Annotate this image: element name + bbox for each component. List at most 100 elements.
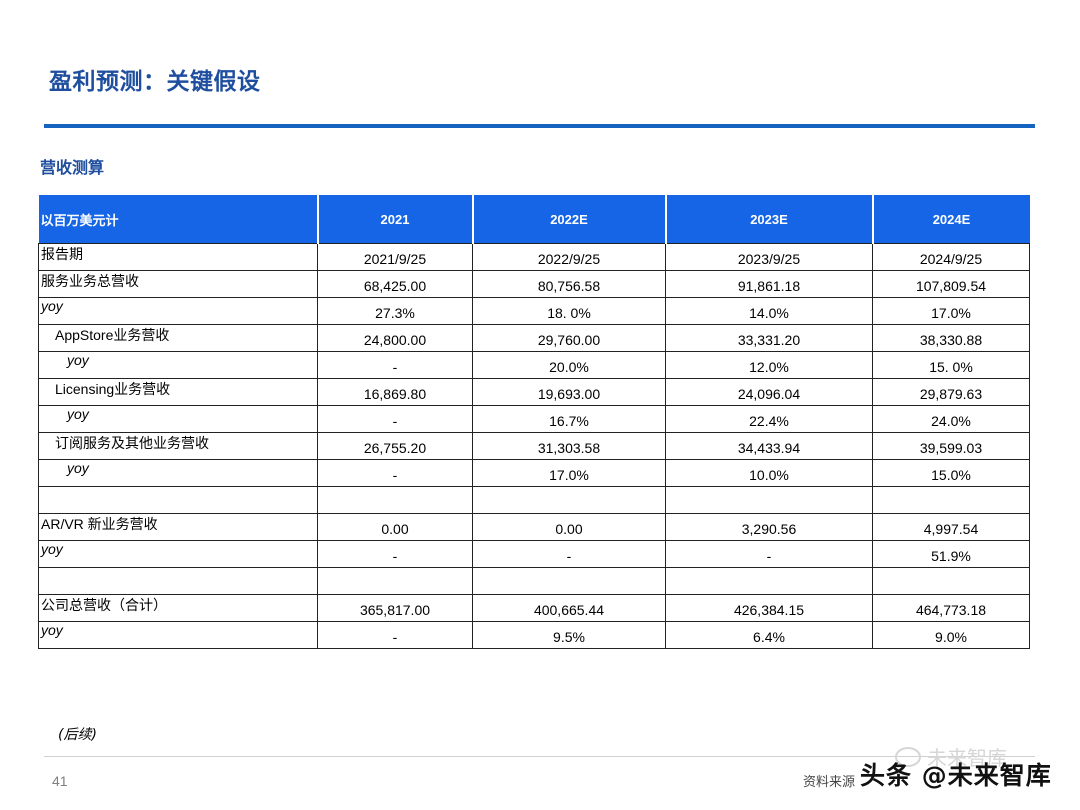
row-label: yoy	[38, 459, 318, 487]
row-label: 订阅服务及其他业务营收	[38, 432, 318, 460]
table-row: AppStore业务营收 24,800.00 29,760.00 33,331.20 3…	[38, 324, 1030, 352]
table-cell: 91,861.18	[665, 270, 873, 298]
table-cell	[665, 567, 873, 595]
table-cell: 2022/9/25	[472, 243, 666, 271]
table-cell: 9.5%	[472, 621, 666, 649]
table-cell: 426,384.15	[665, 594, 873, 622]
table-cell: 24,096.04	[665, 378, 873, 406]
table-row: yoy -16.7% 22.4% 24.0%	[38, 405, 1030, 433]
table-row: yoy -9.5% 6.4% 9.0%	[38, 621, 1030, 649]
table-cell: -	[317, 405, 473, 433]
page-title: 盈利预测：关键假设	[49, 69, 261, 95]
row-label: 服务业务总营收	[38, 270, 318, 298]
column-header: 2024E	[871, 195, 1030, 244]
watermark-bottom: 头条 @未来智库	[860, 761, 1052, 790]
table-cell: 31,303.58	[472, 432, 666, 460]
table-cell: 0.00	[317, 513, 473, 541]
table-header-row: 以百万美元计 2021 2022E 2023E 2024E	[38, 195, 1030, 244]
table-cell: -	[665, 540, 873, 568]
table-cell: 51.9%	[872, 540, 1030, 568]
section-title: 营收测算	[40, 158, 105, 177]
table-cell: 27.3%	[317, 297, 473, 325]
table-row	[38, 486, 1030, 514]
table-cell: 34,433.94	[665, 432, 873, 460]
source-note: 资料来源	[803, 775, 856, 790]
title-divider	[44, 124, 1035, 128]
table-cell	[665, 486, 873, 514]
table-cell: 24,800.00	[317, 324, 473, 352]
table-cell	[317, 486, 473, 514]
column-header: 以百万美元计	[38, 195, 318, 244]
table-cell: 17.0%	[872, 297, 1030, 325]
table-cell: 4,997.54	[872, 513, 1030, 541]
table-cell: 15.0%	[872, 459, 1030, 487]
table-cell: 2021/9/25	[317, 243, 473, 271]
table-row: yoy -17.0% 10.0% 15.0%	[38, 459, 1030, 487]
table-cell: 17.0%	[472, 459, 666, 487]
table-row: 服务业务总营收 68,425.00 80,756.58 91,861.18 107,80…	[38, 270, 1030, 298]
row-label: Licensing业务营收	[38, 378, 318, 406]
table-cell: 0.00	[472, 513, 666, 541]
table-cell	[317, 567, 473, 595]
column-header: 2022E	[471, 195, 666, 244]
table-cell: 68,425.00	[317, 270, 473, 298]
table-cell: 16.7%	[472, 405, 666, 433]
column-header: 2023E	[664, 195, 873, 244]
revenue-table: 以百万美元计 2021 2022E 2023E 2024E 报告期 2021/9/…	[38, 195, 1030, 649]
table-row: yoy -20.0% 12.0% 15. 0%	[38, 351, 1030, 379]
table-cell	[472, 567, 666, 595]
table-cell: -	[472, 540, 666, 568]
table-cell: 15. 0%	[872, 351, 1030, 379]
page-number: 41	[52, 773, 68, 789]
wechat-icon	[895, 746, 921, 767]
table-cell	[872, 567, 1030, 595]
table-row	[38, 567, 1030, 595]
table-cell: 22.4%	[665, 405, 873, 433]
footer-divider	[44, 756, 1035, 757]
watermark-top-text: 未来智库	[927, 746, 1007, 770]
table-cell: 38,330.88	[872, 324, 1030, 352]
table-cell: 3,290.56	[665, 513, 873, 541]
table-cell: 29,760.00	[472, 324, 666, 352]
table-cell: 14.0%	[665, 297, 873, 325]
table-cell: 464,773.18	[872, 594, 1030, 622]
table-row: Licensing业务营收 16,869.80 19,693.00 24,096.04…	[38, 378, 1030, 406]
table-cell: 80,756.58	[472, 270, 666, 298]
table-cell: 26,755.20	[317, 432, 473, 460]
table-cell	[472, 486, 666, 514]
row-label: yoy	[38, 621, 318, 649]
continued-note: (后续)	[58, 727, 97, 743]
row-label	[38, 486, 318, 514]
row-label: AR/VR 新业务营收	[38, 513, 318, 541]
table-cell: 10.0%	[665, 459, 873, 487]
table-cell: 2023/9/25	[665, 243, 873, 271]
row-label: 公司总营收（合计）	[38, 594, 318, 622]
table-cell: 365,817.00	[317, 594, 473, 622]
table-cell: 12.0%	[665, 351, 873, 379]
table-row: 订阅服务及其他业务营收 26,755.20 31,303.58 34,433.94 39…	[38, 432, 1030, 460]
column-header: 2021	[316, 195, 473, 244]
table-cell: 20.0%	[472, 351, 666, 379]
row-label: AppStore业务营收	[38, 324, 318, 352]
table-cell: 19,693.00	[472, 378, 666, 406]
table-row: 公司总营收（合计） 365,817.00 400,665.44 426,384.15 4…	[38, 594, 1030, 622]
table-cell	[872, 486, 1030, 514]
table-cell: 9.0%	[872, 621, 1030, 649]
table-cell: -	[317, 459, 473, 487]
row-label: yoy	[38, 540, 318, 568]
table-cell: -	[317, 621, 473, 649]
watermark-top: 未来智库	[895, 742, 1007, 771]
table-cell: -	[317, 351, 473, 379]
table-cell: 24.0%	[872, 405, 1030, 433]
table-cell: 29,879.63	[872, 378, 1030, 406]
table-row: yoy 27.3% 18. 0% 14.0% 17.0%	[38, 297, 1030, 325]
row-label	[38, 567, 318, 595]
row-label: yoy	[38, 297, 318, 325]
table-cell: 39,599.03	[872, 432, 1030, 460]
row-label: yoy	[38, 351, 318, 379]
table-cell: 16,869.80	[317, 378, 473, 406]
table-cell: 33,331.20	[665, 324, 873, 352]
table-cell: 400,665.44	[472, 594, 666, 622]
row-label: 报告期	[38, 243, 318, 271]
table-cell: -	[317, 540, 473, 568]
